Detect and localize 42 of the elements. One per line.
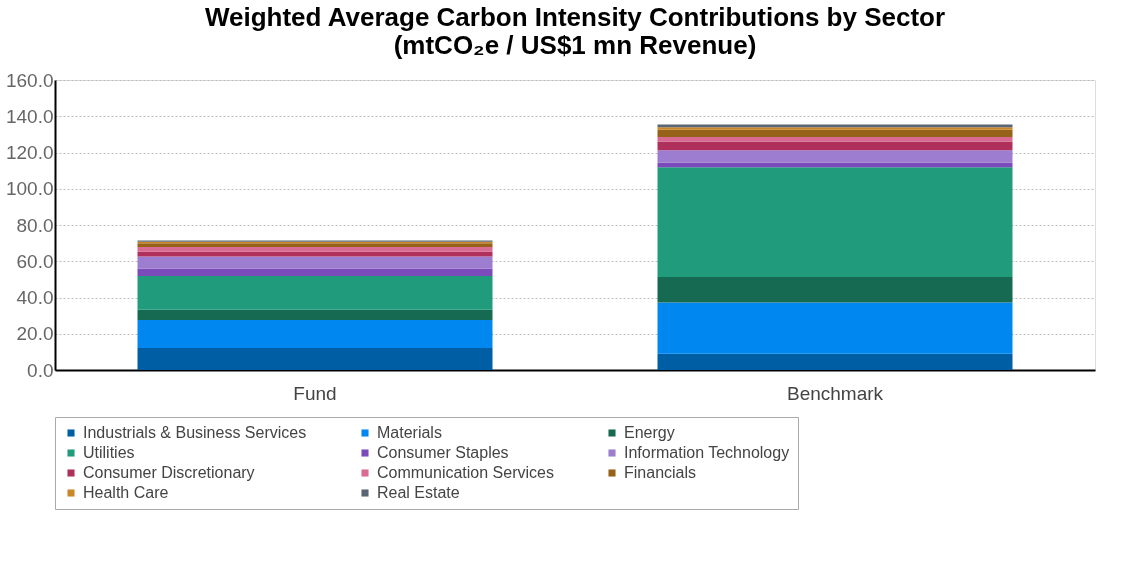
bar — [137, 256, 493, 269]
bar — [657, 129, 1013, 138]
bar — [657, 137, 1013, 142]
bar — [137, 268, 493, 276]
bar — [137, 275, 493, 310]
bar — [137, 309, 493, 320]
bar — [657, 277, 1013, 303]
bar — [137, 247, 493, 252]
bar — [137, 251, 493, 257]
bar — [137, 347, 493, 370]
x-tick-label: Benchmark — [786, 382, 884, 404]
bar — [657, 167, 1013, 278]
bar — [657, 302, 1013, 354]
y-tick-label: 140.0 — [5, 105, 54, 127]
bar — [137, 319, 493, 348]
x-tick-label: Fund — [293, 382, 337, 404]
y-tick-label: 40.0 — [16, 287, 54, 308]
y-tick-label: 100.0 — [5, 178, 54, 200]
bar — [657, 141, 1013, 151]
legend-label: Real Estate — [377, 484, 460, 501]
bar — [657, 150, 1013, 163]
bar — [657, 353, 1013, 370]
legend-label: Consumer Discretionary — [83, 464, 255, 481]
y-tick-label: 80.0 — [16, 214, 54, 236]
legend-label: Communication Services — [377, 464, 554, 481]
y-tick-label: 60.0 — [16, 250, 54, 272]
legend-label: Industrials & Business Services — [83, 424, 307, 441]
y-tick-label: 120.0 — [5, 142, 54, 163]
legend-label: Consumer Staples — [377, 444, 509, 461]
legend-label: Health Care — [83, 484, 169, 501]
legend-label: Materials — [377, 424, 442, 441]
legend-label: Energy — [624, 424, 675, 441]
text: (mtCO₂e / US$1 mn Revenue) — [393, 30, 757, 60]
legend-label: Utilities — [83, 444, 135, 461]
bar — [137, 243, 493, 248]
y-tick-label: 160.0 — [5, 69, 54, 91]
text: Weighted Average Carbon Intensity Contributions by Sector — [204, 2, 946, 32]
legend-label: Information Technology — [624, 444, 790, 461]
y-tick-label: 0.0 — [27, 359, 54, 381]
legend-label: Financials — [624, 464, 697, 481]
y-tick-label: 20.0 — [16, 323, 54, 345]
bar — [657, 162, 1013, 168]
